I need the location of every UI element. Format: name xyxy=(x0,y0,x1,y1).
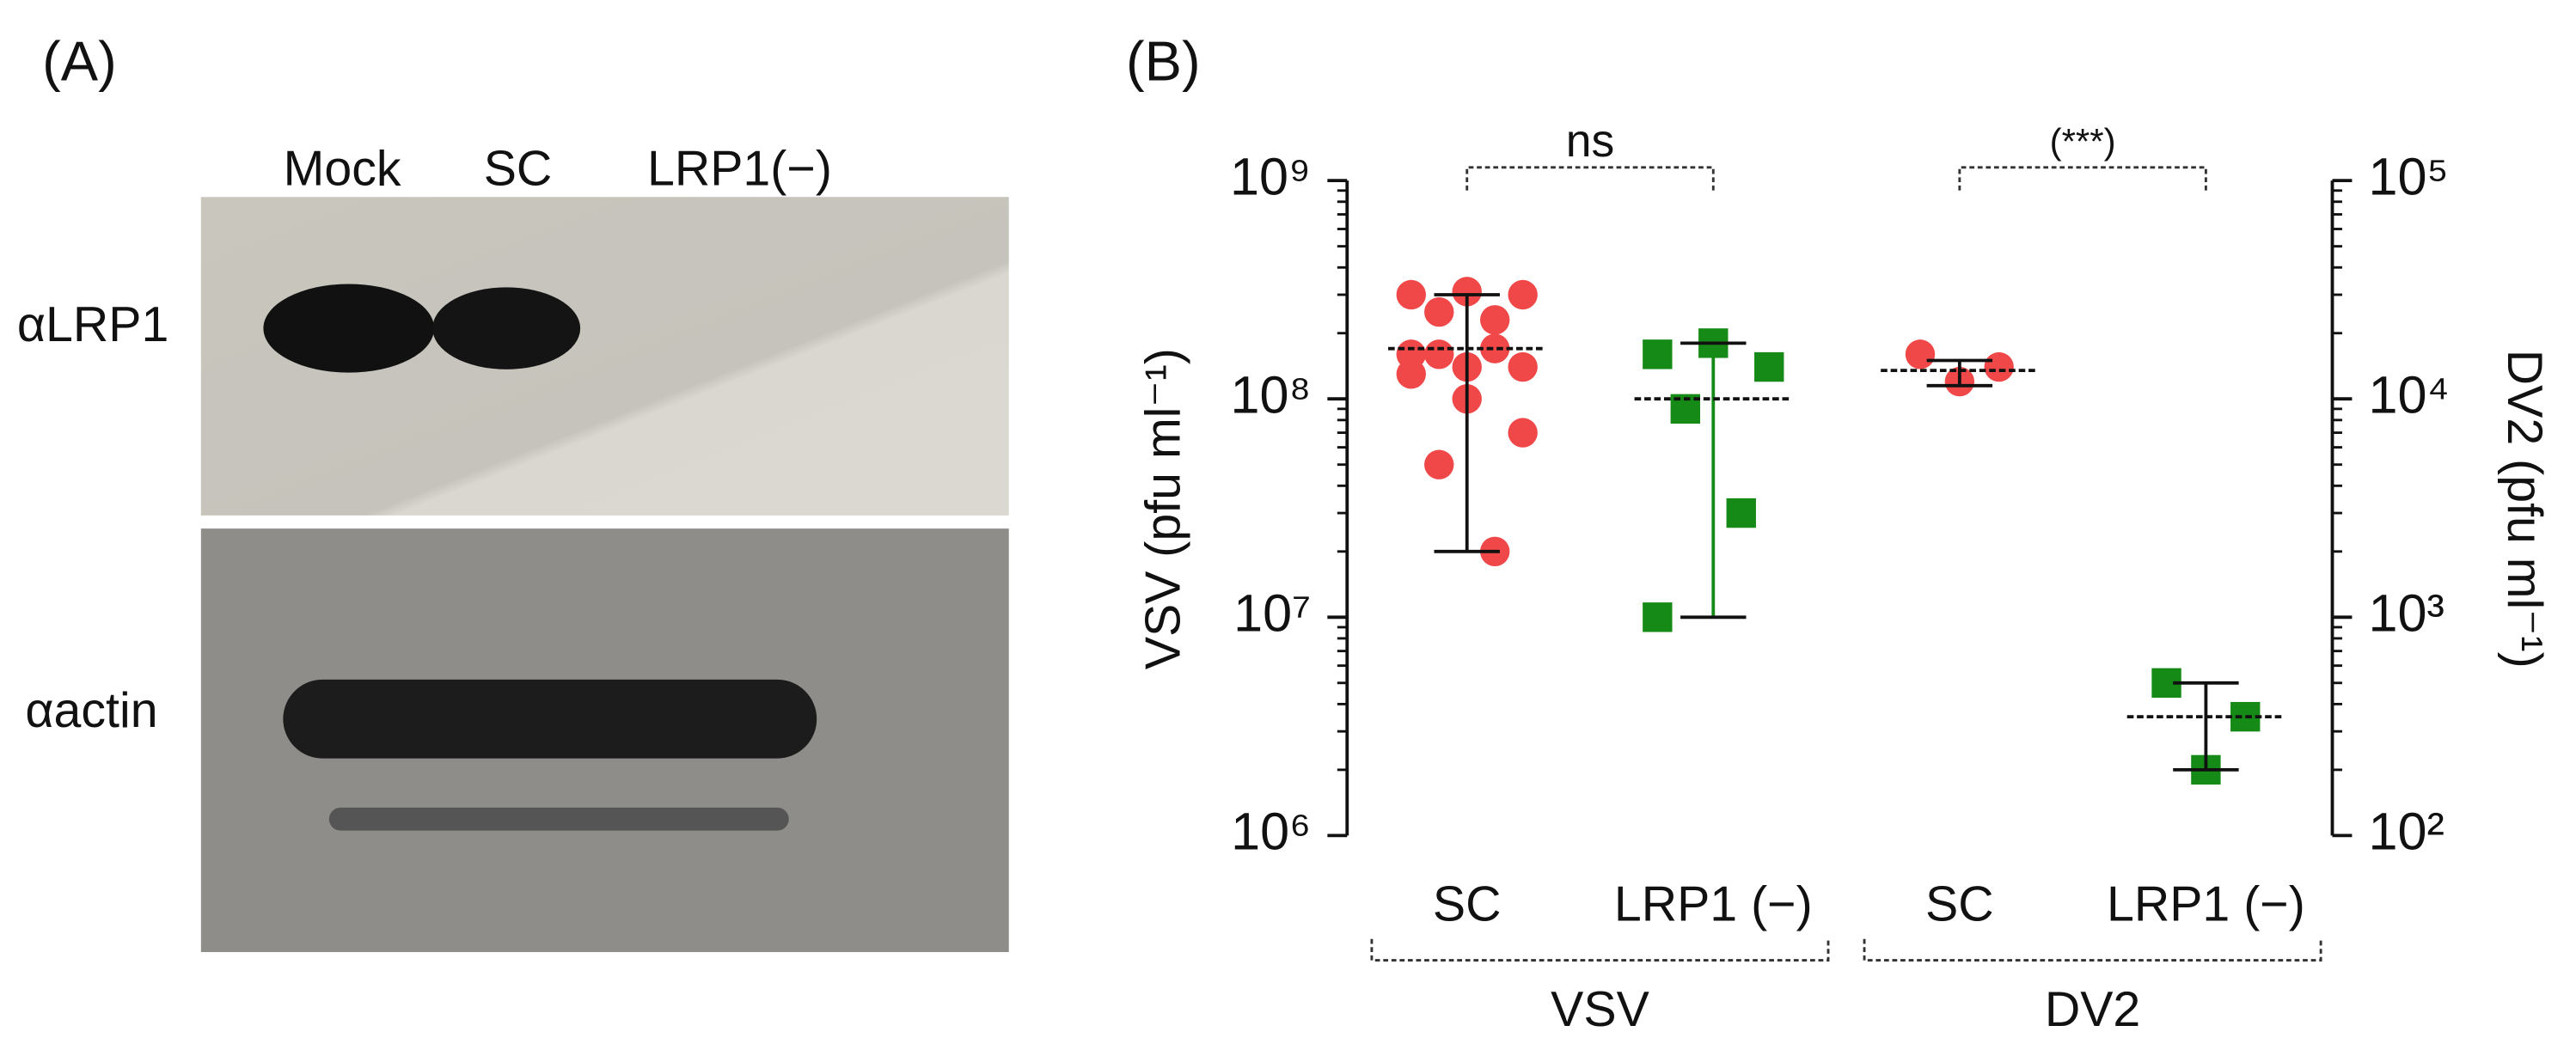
point xyxy=(1754,351,1784,382)
tick-label: 10³ xyxy=(2369,583,2444,642)
tick-label: 10⁶ xyxy=(1231,803,1311,861)
blot-label: αactin xyxy=(25,683,157,738)
comparison-bracket xyxy=(1465,166,1715,191)
tick-label: 10⁸ xyxy=(1230,365,1311,424)
blot-label: αLRP1 xyxy=(17,297,168,352)
panel-label: (B) xyxy=(1126,30,1201,93)
point xyxy=(1424,449,1454,479)
point xyxy=(1643,339,1673,369)
point xyxy=(1508,351,1538,382)
panel-label: (A) xyxy=(42,30,117,93)
point xyxy=(1726,498,1756,528)
point xyxy=(1508,279,1538,310)
point xyxy=(1452,277,1482,307)
point xyxy=(1424,296,1454,327)
lane-label: LRP1(−) xyxy=(647,142,832,197)
lane-label: Mock xyxy=(284,142,401,197)
comparison-bracket xyxy=(1958,166,2207,191)
x-tick-label: LRP1 (−) xyxy=(2107,877,2305,932)
band xyxy=(263,284,435,373)
point xyxy=(1396,359,1426,389)
lane-label: SC xyxy=(484,142,553,197)
point xyxy=(1424,339,1454,369)
x-tick-label: SC xyxy=(1925,877,1994,932)
point xyxy=(1905,339,1936,369)
tick-label: 10⁹ xyxy=(1230,147,1311,205)
point xyxy=(1480,305,1510,335)
x-tick-label: SC xyxy=(1433,877,1502,932)
point xyxy=(1643,602,1673,632)
point xyxy=(1480,333,1510,363)
band xyxy=(283,679,817,759)
group-label: VSV xyxy=(1551,982,1649,1037)
point xyxy=(1396,279,1426,310)
x-tick-label: LRP1 (−) xyxy=(1614,877,1813,932)
band xyxy=(432,287,581,369)
band xyxy=(328,807,789,831)
group-bracket xyxy=(1863,938,2322,962)
tick-label: 10⁵ xyxy=(2369,147,2449,205)
point xyxy=(1984,351,2014,382)
tick-label: 10⁷ xyxy=(1233,583,1311,642)
comparison-label: (***) xyxy=(2050,121,2116,162)
group-label: DV2 xyxy=(2045,982,2140,1037)
y-axis-label: VSV (pfu ml⁻¹) xyxy=(1135,348,1190,669)
comparison-label: ns xyxy=(1566,116,1615,167)
y2-axis-label: DV2 (pfu ml⁻¹) xyxy=(2497,350,2552,669)
tick-label: 10² xyxy=(2369,803,2444,861)
point xyxy=(1508,418,1538,448)
tick-label: 10⁴ xyxy=(2369,365,2450,424)
group-bracket xyxy=(1370,938,1830,962)
